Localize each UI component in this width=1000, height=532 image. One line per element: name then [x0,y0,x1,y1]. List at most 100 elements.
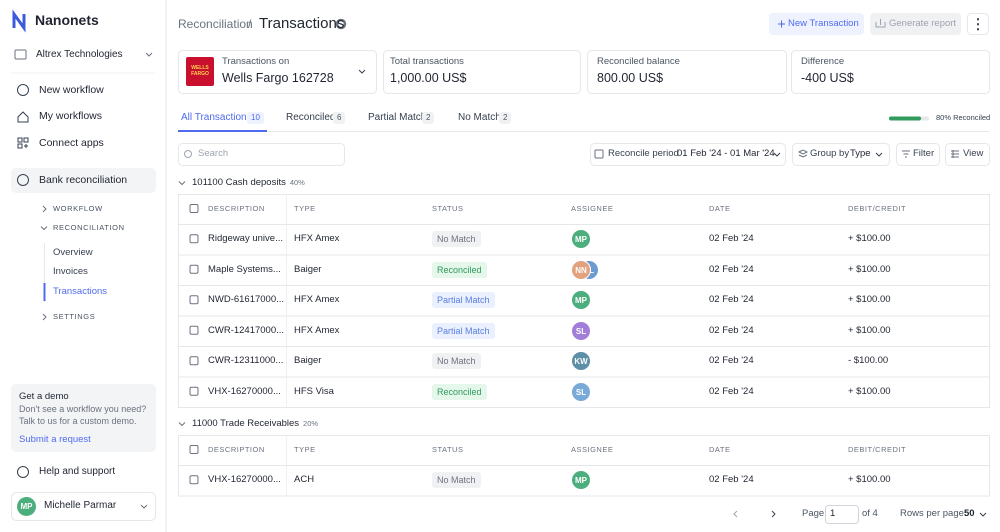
demo-box [11,384,156,452]
avatar: MP [571,470,591,491]
tree-label[interactable]: SETTINGS [53,312,96,321]
chevron [40,226,48,231]
bank-logo [186,57,214,86]
nav-item[interactable]: Connect apps [39,137,104,149]
tab[interactable]: No Match [458,112,501,123]
view-button[interactable] [945,143,990,166]
user-box [11,492,156,521]
rows-value[interactable]: 50 [964,508,975,519]
search-box[interactable] [178,143,345,166]
card-label: Transactions on [222,56,290,67]
rows-label: Rows per page: [900,508,967,519]
progress-bar [889,116,921,121]
cell-type: HFS Visa [294,385,334,397]
cell-date: 02 Feb '24 [709,233,754,245]
column-header: TYPE [294,204,316,213]
card[interactable] [178,50,377,94]
checkbox [189,234,199,244]
tree-label[interactable]: RECONCILIATION [53,223,125,232]
avatar: MP [17,497,36,516]
group-share: 40% [289,178,305,187]
card-label: Total transactions [390,56,464,67]
cell-description[interactable]: NWD-61617000... [208,294,285,306]
tab[interactable]: All Transactions [181,112,252,123]
avatar: KW [571,351,591,372]
cell-type: Baiger [294,355,322,367]
cell-description[interactable]: CWR-12311000... [208,355,284,367]
card-value: 800.00 US$ [597,71,664,85]
column-header: DATE [709,204,731,213]
page-title: Transactions [259,15,345,32]
next-page[interactable] [771,510,776,518]
tree-item[interactable]: Transactions [53,286,108,297]
page-input[interactable] [825,505,859,524]
tab[interactable]: Reconciled [286,112,336,123]
demo-link[interactable]: Submit a request [19,434,91,445]
cell-amount: - $100.00 [848,355,889,367]
tree-label[interactable]: WORKFLOW [53,204,103,213]
group-name[interactable]: 101100 Cash deposits [192,177,286,188]
breadcrumb[interactable]: Reconciliation [178,17,253,31]
checkbox [189,325,199,335]
period-button[interactable] [590,143,786,166]
filter-button[interactable] [896,143,940,166]
workspace-name[interactable]: Altrex Technologies [36,49,123,60]
group-value: Type [850,148,871,159]
column-header: ASSIGNEE [571,204,614,213]
cell-amount: + $100.00 [848,294,891,306]
checkbox [189,295,199,305]
bank-logo-text: WELLS FARGO [191,65,209,77]
cell-description[interactable]: Ridgeway unive... [208,233,283,245]
cell-type: HFX Amex [294,324,340,336]
group-label: Group by [810,148,850,159]
tree-item[interactable]: Invoices [53,266,88,277]
nav-section[interactable]: Bank reconciliation [39,174,128,186]
page-value: 1 [830,508,836,519]
cell-type: HFX Amex [294,294,340,306]
avatar: NN [571,259,591,280]
card-value: 1,000.00 US$ [390,71,467,85]
new-button-bg[interactable] [769,13,864,35]
cell-type: HFX Amex [294,233,340,245]
card-value: Wells Fargo 162728 [222,71,334,85]
checkbox [189,264,199,274]
cell-description[interactable]: VHX-16270000... [208,474,281,486]
group-button[interactable] [792,143,890,166]
new-button[interactable]: New Transaction [788,18,859,29]
cell-amount: + $100.00 [848,324,891,336]
group-name[interactable]: 11000 Trade Receivables [192,418,300,429]
nav-item[interactable]: New workflow [39,84,104,96]
tab[interactable]: Partial Match [368,112,427,123]
progress-label: 80% Reconciled [936,113,991,122]
column-header: DEBIT/CREDIT [848,445,907,454]
page-label: Page [802,508,825,519]
chevron [42,313,47,321]
card-label: Difference [801,56,845,67]
status-badge: Partial Match [432,322,495,339]
nav-item[interactable]: My workflows [39,110,103,122]
cell-description[interactable]: Maple Systems... [208,263,281,275]
column-header: TYPE [294,445,316,454]
filter-label: Filter [913,148,935,159]
chevron [42,205,47,213]
cell-date: 02 Feb '24 [709,324,754,336]
cell-description[interactable]: CWR-12417000... [208,324,285,336]
checkbox [189,386,199,396]
cell-amount: + $100.00 [848,233,891,245]
settings-icon[interactable] [335,18,347,30]
checkbox [189,475,199,485]
search-icon [184,150,192,158]
cell-description[interactable]: VHX-16270000... [208,385,281,397]
checkbox [189,356,199,366]
cell-type: ACH [294,474,315,486]
plus-icon [778,20,785,28]
search-placeholder[interactable]: Search [198,148,229,159]
cell-date: 02 Feb '24 [709,355,754,367]
chevron [875,152,883,157]
user-name[interactable]: Michelle Parmar [44,500,117,511]
tree-item[interactable]: Overview [53,247,93,258]
help-link[interactable]: Help and support [39,466,116,477]
icon-help [17,466,29,478]
prev-page[interactable] [733,510,738,518]
